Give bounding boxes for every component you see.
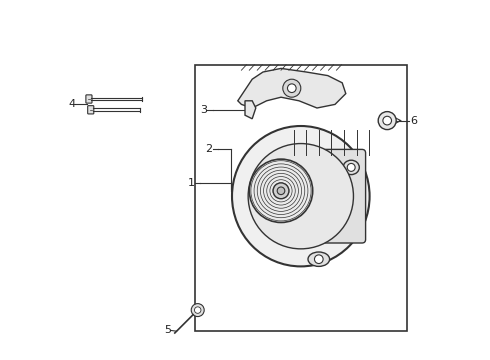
Ellipse shape [308, 252, 330, 266]
Circle shape [273, 183, 289, 199]
Text: 5: 5 [164, 325, 171, 336]
Polygon shape [238, 68, 346, 108]
Circle shape [277, 187, 285, 195]
Ellipse shape [248, 144, 353, 249]
Circle shape [191, 303, 204, 316]
Text: 3: 3 [200, 105, 207, 115]
Circle shape [249, 159, 313, 222]
FancyBboxPatch shape [88, 106, 94, 114]
Text: 6: 6 [410, 116, 417, 126]
FancyBboxPatch shape [86, 95, 92, 103]
Ellipse shape [232, 126, 369, 266]
Circle shape [378, 112, 396, 130]
Circle shape [283, 79, 301, 97]
Text: 4: 4 [68, 99, 75, 109]
Circle shape [347, 163, 355, 171]
Circle shape [315, 255, 323, 264]
Circle shape [195, 307, 201, 313]
FancyBboxPatch shape [322, 149, 366, 243]
Text: 2: 2 [205, 144, 213, 154]
Bar [195, 65, 407, 331]
Text: 1: 1 [188, 178, 195, 188]
Circle shape [288, 84, 296, 93]
Ellipse shape [343, 160, 359, 175]
Circle shape [383, 116, 392, 125]
Polygon shape [245, 101, 256, 119]
